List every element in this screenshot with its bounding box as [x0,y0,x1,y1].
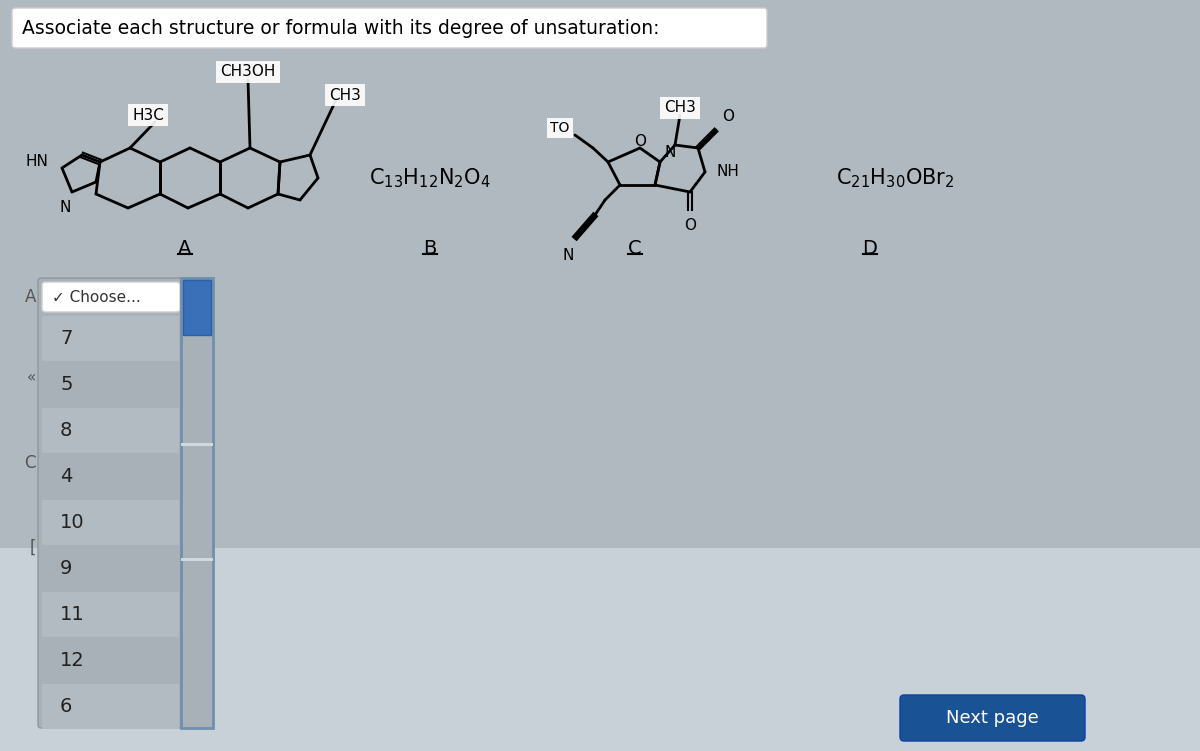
Text: N: N [59,200,71,215]
Bar [42,316,179,361]
Bar [42,500,179,545]
Text: 4: 4 [60,466,72,485]
Text: NH: NH [718,164,740,179]
Text: ✓ Choose...: ✓ Choose... [52,289,140,304]
Bar [181,558,214,561]
Text: N: N [664,145,676,160]
Bar [181,278,214,728]
Text: $\mathregular{C_{13}H_{12}N_2O_4}$: $\mathregular{C_{13}H_{12}N_2O_4}$ [370,166,491,190]
Bar [42,408,179,453]
Text: $\mathregular{C_{21}H_{30}OBr_2}$: $\mathregular{C_{21}H_{30}OBr_2}$ [835,166,954,190]
Text: H3C: H3C [132,107,164,122]
Text: «: « [26,370,36,385]
Text: B: B [424,239,437,258]
Text: Associate each structure or formula with its degree of unsaturation:: Associate each structure or formula with… [22,19,660,38]
Text: 9: 9 [60,559,72,578]
Text: A: A [25,288,36,306]
FancyBboxPatch shape [900,695,1085,741]
Bar [181,443,214,446]
Text: A: A [179,239,192,258]
Bar [42,684,179,729]
Text: 8: 8 [60,421,72,439]
Text: TO: TO [551,121,570,135]
FancyBboxPatch shape [42,282,180,312]
Text: 6: 6 [60,696,72,716]
Bar [42,362,179,407]
Text: 10: 10 [60,512,85,532]
FancyBboxPatch shape [12,8,767,48]
Text: 7: 7 [60,328,72,348]
Bar [42,638,179,683]
FancyBboxPatch shape [38,278,214,728]
Text: C: C [24,454,36,472]
Text: CH3OH: CH3OH [221,65,276,80]
Bar [0,548,1200,751]
Bar [181,278,214,728]
Text: CH3: CH3 [664,101,696,116]
Text: HN: HN [25,155,48,170]
Bar [182,280,211,335]
Text: [: [ [30,539,36,557]
Text: 12: 12 [60,650,85,669]
Text: O: O [684,218,696,233]
Text: 11: 11 [60,605,85,623]
Text: N: N [563,248,574,263]
Bar [42,592,179,637]
Text: CH3: CH3 [329,88,361,102]
Text: C: C [628,239,642,258]
Text: O: O [722,109,734,124]
Text: D: D [863,239,877,258]
Bar [42,546,179,591]
Text: Next page: Next page [946,709,1038,727]
Text: O: O [634,134,646,149]
Bar [42,454,179,499]
Text: 5: 5 [60,375,72,394]
